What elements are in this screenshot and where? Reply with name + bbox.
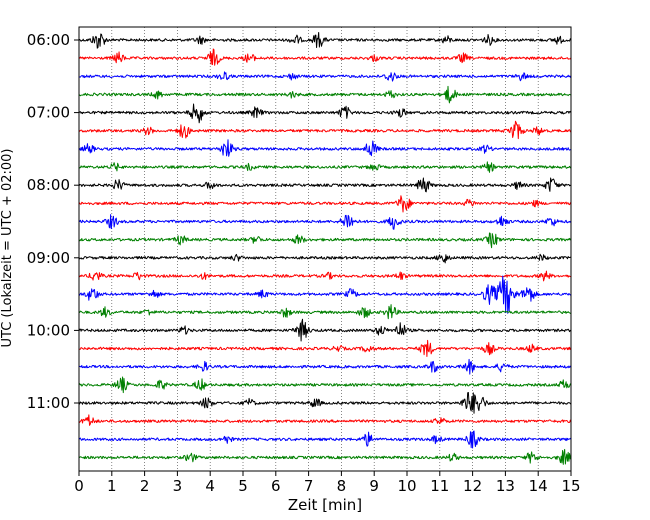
x-axis-label: Zeit [min] <box>288 496 362 514</box>
x-tick-label: 14 <box>529 477 548 495</box>
x-tick-label: 12 <box>463 477 482 495</box>
seismic-trace <box>78 391 572 414</box>
y-axis-label: UTC (Lokalzeit = UTC + 02:00) <box>0 149 15 348</box>
seismic-trace <box>78 270 572 282</box>
seismic-trace <box>78 448 572 465</box>
seismic-trace <box>78 414 572 426</box>
seismic-trace <box>78 85 572 104</box>
x-tick-label: 13 <box>496 477 515 495</box>
y-tick-label: 08:00 <box>27 176 70 194</box>
y-tick-label: 10:00 <box>27 321 70 339</box>
x-tick-label: 15 <box>561 477 580 495</box>
seismic-trace <box>79 304 572 320</box>
x-tick-label: 8 <box>337 477 347 495</box>
plot-frame <box>78 26 572 472</box>
x-tick-label: 5 <box>238 477 248 495</box>
y-tick-label: 09:00 <box>27 249 70 267</box>
seismic-trace <box>78 31 572 49</box>
y-axis-ticks: 06:00 07:00 08:00 09:00 10:00 11:00 <box>27 31 79 412</box>
seismic-trace <box>78 195 572 213</box>
y-tick-label: 06:00 <box>27 31 70 49</box>
seismic-trace <box>78 318 572 342</box>
seismic-trace <box>78 214 572 230</box>
x-tick-label: 0 <box>74 477 84 495</box>
seismic-trace <box>78 139 572 157</box>
x-axis-ticks: 0 1 2 3 4 5 6 7 8 9 10 11 12 13 14 15 <box>74 471 581 495</box>
seismic-trace <box>78 120 572 140</box>
x-tick-label: 11 <box>430 477 449 495</box>
x-tick-label: 2 <box>140 477 150 495</box>
seismic-trace <box>78 232 572 249</box>
seismic-trace <box>78 339 572 357</box>
seismic-trace <box>78 103 572 124</box>
x-tick-label: 6 <box>271 477 281 495</box>
seismic-trace <box>78 376 572 394</box>
seismic-trace <box>78 71 572 82</box>
x-tick-label: 4 <box>205 477 215 495</box>
seismic-trace <box>78 161 572 173</box>
seismic-trace <box>78 358 572 375</box>
vertical-grid <box>111 27 539 471</box>
seismic-trace <box>78 253 572 264</box>
x-tick-label: 10 <box>397 477 416 495</box>
seismic-trace <box>78 177 572 193</box>
y-tick-label: 11:00 <box>27 394 70 412</box>
x-tick-label: 9 <box>369 477 379 495</box>
seismic-traces <box>78 31 572 465</box>
y-tick-label: 07:00 <box>27 104 70 122</box>
seismic-trace <box>78 430 572 449</box>
x-tick-label: 7 <box>304 477 314 495</box>
x-tick-label: 3 <box>173 477 183 495</box>
seismic-trace <box>78 48 572 66</box>
seismic-trace <box>78 275 572 314</box>
x-tick-label: 1 <box>107 477 117 495</box>
